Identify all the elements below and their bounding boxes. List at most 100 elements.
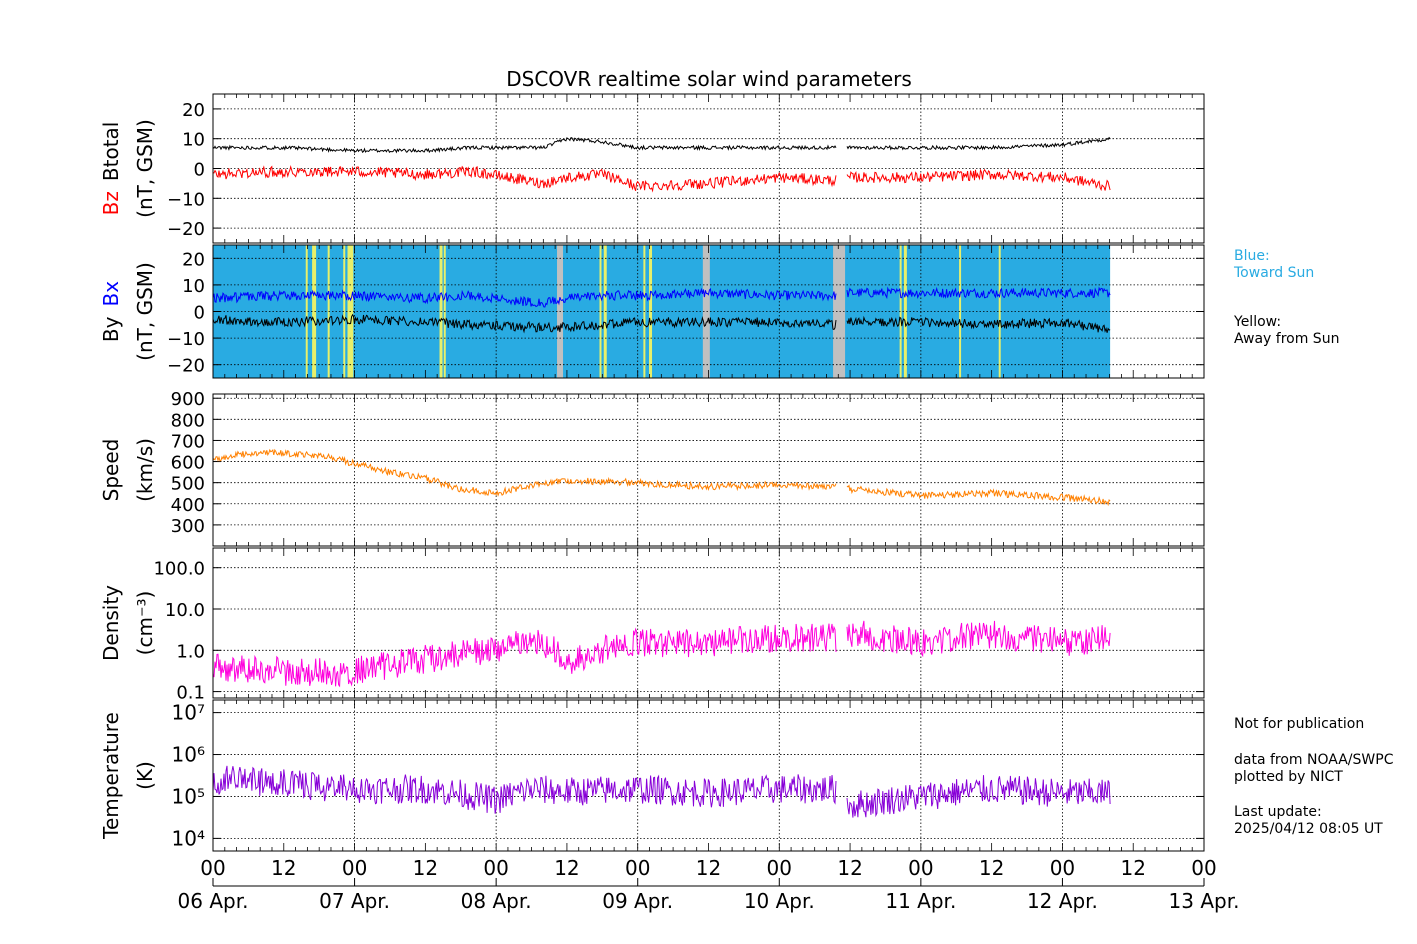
panel-density: 100.0 10.0 1.0 0.1 Density (cm⁻³) — [99, 547, 1205, 704]
x-tick-label: 00 — [200, 856, 225, 880]
y-tick-label: 800 — [171, 410, 205, 431]
y-tick-label: −20 — [167, 356, 205, 377]
y-axis-label-part: By — [99, 316, 123, 342]
y-tick-label: −20 — [167, 219, 205, 240]
date-label: 08 Apr. — [461, 889, 532, 913]
sector-away-band — [998, 245, 1001, 378]
sector-away-band — [599, 245, 602, 378]
panel-by-bx: 20 10 0 −10 −20 By Bx (nT, GSM) — [99, 244, 1205, 379]
date-label: 09 Apr. — [602, 889, 673, 913]
y-axis-label: By Bx — [99, 281, 123, 342]
y-axis-unit: (nT, GSM) — [133, 262, 157, 361]
y-axis-label-part: Density — [99, 585, 123, 661]
sector-away-band — [305, 245, 308, 378]
y-tick-label: 10⁷ — [172, 701, 205, 725]
x-tick-label: 12 — [271, 856, 296, 880]
panel-frame — [212, 393, 1205, 547]
x-tick-label: 12 — [413, 856, 438, 880]
note-publication: Not for publication — [1234, 716, 1365, 732]
y-axis-label: Bz Btotal — [99, 122, 123, 216]
sector-away-band — [347, 245, 352, 378]
sector-away-band — [350, 245, 354, 378]
y-tick-label: −10 — [167, 189, 205, 210]
series-line-btotal-bz-0 — [212, 136, 1111, 154]
panel-frame — [212, 244, 1205, 379]
panel-frame — [212, 547, 1205, 699]
date-label: 07 Apr. — [319, 889, 390, 913]
y-tick-label: 10⁴ — [172, 826, 205, 850]
y-axis-label: Speed — [99, 439, 123, 502]
y-tick-label: 100.0 — [153, 559, 205, 580]
note-last-update: Last update: 2025/04/12 08:05 UT — [1234, 804, 1383, 837]
sector-missing-band — [702, 245, 710, 378]
x-tick-label: 00 — [342, 856, 367, 880]
sector-missing-band — [833, 245, 846, 378]
sector-away-band — [343, 245, 346, 378]
y-axis-label-part: Btotal — [99, 122, 123, 181]
x-tick-label: 00 — [1191, 856, 1216, 880]
x-tick-label: 00 — [625, 856, 650, 880]
series-line-density-0 — [212, 620, 1111, 688]
y-tick-label: 1.0 — [176, 641, 205, 662]
y-tick-label: 0 — [194, 303, 205, 324]
y-tick-label: 10⁶ — [172, 743, 205, 767]
x-tick-label: 12 — [979, 856, 1004, 880]
x-tick-label: 12 — [837, 856, 862, 880]
y-tick-label: 10⁵ — [172, 784, 205, 808]
date-label: 11 Apr. — [885, 889, 956, 913]
panel-frame — [212, 93, 1205, 244]
note-source: data from NOAA/SWPC plotted by NICT — [1234, 752, 1394, 785]
y-tick-label: 700 — [171, 431, 205, 452]
y-axis-label-part: Bz — [99, 191, 123, 215]
series-line-by-bx-0 — [212, 286, 1111, 308]
y-tick-label: 20 — [182, 249, 205, 270]
series-line-by-bx-1 — [212, 313, 1111, 334]
series-line-temperature-0 — [212, 765, 1111, 818]
sector-away-band — [312, 245, 317, 378]
x-tick-label: 12 — [1120, 856, 1145, 880]
y-axis-unit: (K) — [133, 761, 157, 790]
y-tick-label: 600 — [171, 453, 205, 474]
chart-title: DSCOVR realtime solar wind parameters — [506, 67, 912, 91]
panel-frame — [212, 699, 1205, 852]
y-tick-label: 400 — [171, 495, 205, 516]
x-tick-label: 00 — [483, 856, 508, 880]
x-tick-label: 00 — [1050, 856, 1075, 880]
x-tick-label: 00 — [767, 856, 792, 880]
panel-temperature: 10⁷ 10⁶ 10⁵ 10⁴ Temperature (K) — [99, 699, 1205, 852]
series-line-speed-0 — [212, 448, 1111, 507]
legend-away-from-sun: Yellow: Away from Sun — [1234, 314, 1340, 347]
y-tick-label: 10 — [182, 130, 205, 151]
y-tick-label: 10.0 — [165, 600, 205, 621]
x-tick-label: 00 — [908, 856, 933, 880]
y-tick-label: 10 — [182, 276, 205, 297]
y-tick-label: 900 — [171, 389, 205, 410]
y-tick-label: −10 — [167, 329, 205, 350]
y-axis-label-part: Bx — [99, 281, 123, 307]
sector-away-band — [959, 245, 962, 378]
y-axis-label: Density — [99, 585, 123, 661]
sector-away-band — [899, 245, 902, 378]
y-axis-unit: (cm⁻³) — [133, 591, 157, 656]
date-label: 12 Apr. — [1027, 889, 1098, 913]
date-label: 06 Apr. — [178, 889, 249, 913]
y-axis-label-part: Temperature — [99, 712, 123, 840]
x-tick-label: 12 — [554, 856, 579, 880]
y-axis-unit: (nT, GSM) — [133, 119, 157, 218]
y-tick-label: 0.1 — [176, 683, 205, 704]
date-label: 10 Apr. — [744, 889, 815, 913]
y-tick-label: 300 — [171, 516, 205, 537]
date-label: 13 Apr. — [1169, 889, 1240, 913]
x-tick-label: 12 — [696, 856, 721, 880]
panel-btotal-bz: 20 10 0 −10 −20 Bz Btotal (nT, GSM) — [99, 93, 1205, 244]
y-axis-label: Temperature — [99, 712, 123, 840]
y-axis-unit: (km/s) — [133, 438, 157, 502]
y-tick-label: 20 — [182, 100, 205, 121]
y-tick-label: 500 — [171, 474, 205, 495]
y-tick-label: 0 — [194, 160, 205, 181]
y-axis-label-part: Speed — [99, 439, 123, 502]
series-line-btotal-bz-1 — [212, 164, 1111, 193]
legend-toward-sun: Blue: Toward Sun — [1234, 248, 1315, 281]
sector-away-band — [903, 245, 907, 378]
